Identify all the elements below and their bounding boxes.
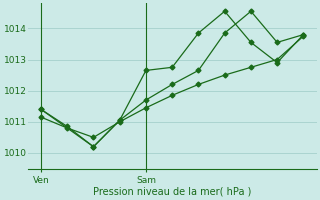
X-axis label: Pression niveau de la mer( hPa ): Pression niveau de la mer( hPa ) <box>93 187 252 197</box>
